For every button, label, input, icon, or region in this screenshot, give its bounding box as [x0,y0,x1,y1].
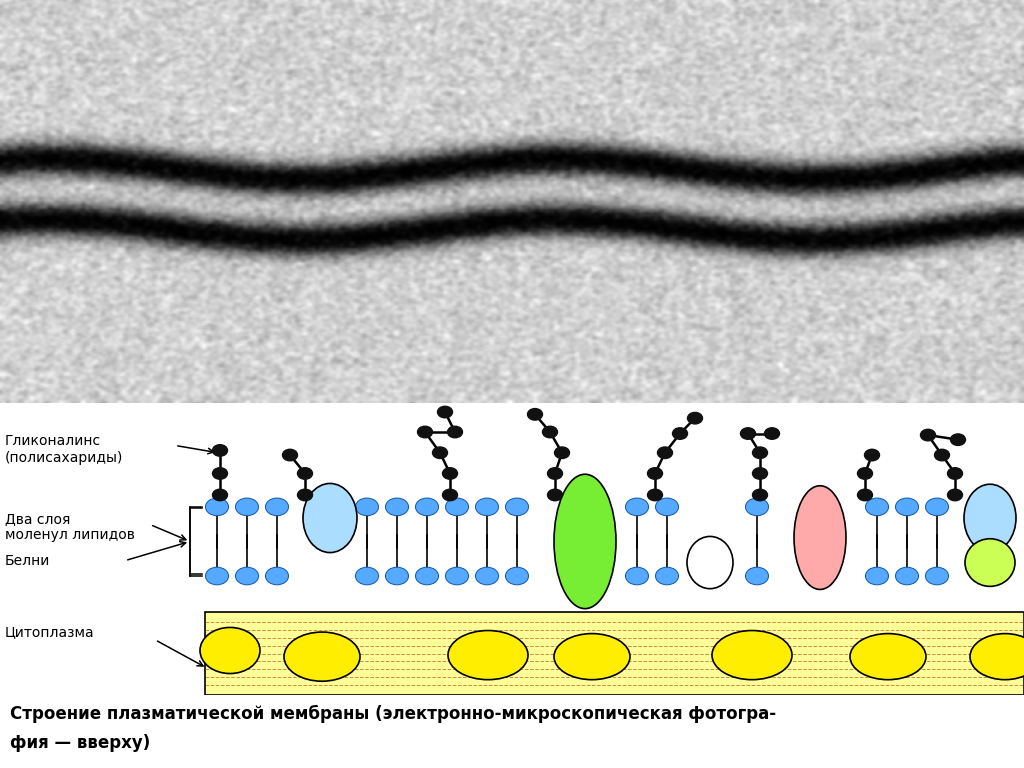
Circle shape [213,445,227,456]
Circle shape [687,412,702,424]
Circle shape [673,428,687,439]
Circle shape [236,568,258,585]
Circle shape [418,426,432,438]
Circle shape [445,498,469,516]
Circle shape [864,449,880,461]
Text: Белни: Белни [5,554,50,568]
Circle shape [555,447,569,458]
Text: Строение плазматической мембраны (электронно-микроскопическая фотогра-: Строение плазматической мембраны (электр… [10,705,776,723]
Circle shape [213,468,227,479]
Circle shape [506,568,528,585]
Circle shape [926,498,948,516]
Circle shape [647,489,663,501]
Circle shape [265,498,289,516]
Circle shape [657,447,673,458]
Circle shape [432,447,447,458]
Circle shape [265,568,289,585]
Circle shape [442,489,458,501]
Text: Цитоплазма: Цитоплазма [5,625,94,639]
Text: (полисахариды): (полисахариды) [5,451,123,465]
Circle shape [206,568,228,585]
Circle shape [655,498,679,516]
Ellipse shape [850,634,926,680]
Circle shape [355,568,379,585]
Ellipse shape [794,486,846,590]
Ellipse shape [554,475,616,609]
Circle shape [857,468,872,479]
Circle shape [543,426,557,438]
Circle shape [935,449,949,461]
Circle shape [753,447,768,458]
Text: Гликоналинс: Гликоналинс [5,434,101,448]
Circle shape [753,468,768,479]
Circle shape [865,568,889,585]
Circle shape [921,429,936,441]
Circle shape [647,468,663,479]
Circle shape [283,449,298,461]
Circle shape [745,498,768,516]
Circle shape [442,468,458,479]
Ellipse shape [200,627,260,674]
Text: Два слоя: Два слоя [5,512,71,526]
Bar [205,612,1024,695]
Circle shape [626,498,648,516]
Circle shape [926,568,948,585]
Circle shape [896,568,919,585]
Circle shape [753,489,768,501]
Circle shape [740,428,756,439]
Circle shape [385,568,409,585]
Circle shape [437,406,453,418]
Circle shape [506,498,528,516]
Ellipse shape [964,485,1016,552]
Circle shape [385,498,409,516]
Circle shape [445,568,469,585]
Circle shape [298,468,312,479]
Circle shape [947,489,963,501]
Ellipse shape [965,539,1015,587]
Text: фия — вверху): фия — вверху) [10,734,151,753]
Circle shape [475,498,499,516]
Circle shape [896,498,919,516]
Circle shape [213,489,227,501]
Circle shape [416,568,438,585]
Circle shape [527,409,543,420]
Circle shape [236,498,258,516]
Ellipse shape [554,634,630,680]
Circle shape [206,498,228,516]
Ellipse shape [449,631,528,680]
Circle shape [475,568,499,585]
Circle shape [765,428,779,439]
Text: моленул липидов: моленул липидов [5,528,135,541]
Circle shape [355,498,379,516]
Circle shape [745,568,768,585]
Ellipse shape [970,634,1024,680]
Ellipse shape [284,632,360,681]
Circle shape [655,568,679,585]
Circle shape [548,489,562,501]
Circle shape [950,434,966,445]
Circle shape [416,498,438,516]
Circle shape [298,489,312,501]
Ellipse shape [712,631,792,680]
Circle shape [947,468,963,479]
Circle shape [548,468,562,479]
Circle shape [857,489,872,501]
Ellipse shape [303,484,357,553]
Ellipse shape [687,537,733,589]
Circle shape [626,568,648,585]
Circle shape [447,426,463,438]
Circle shape [865,498,889,516]
